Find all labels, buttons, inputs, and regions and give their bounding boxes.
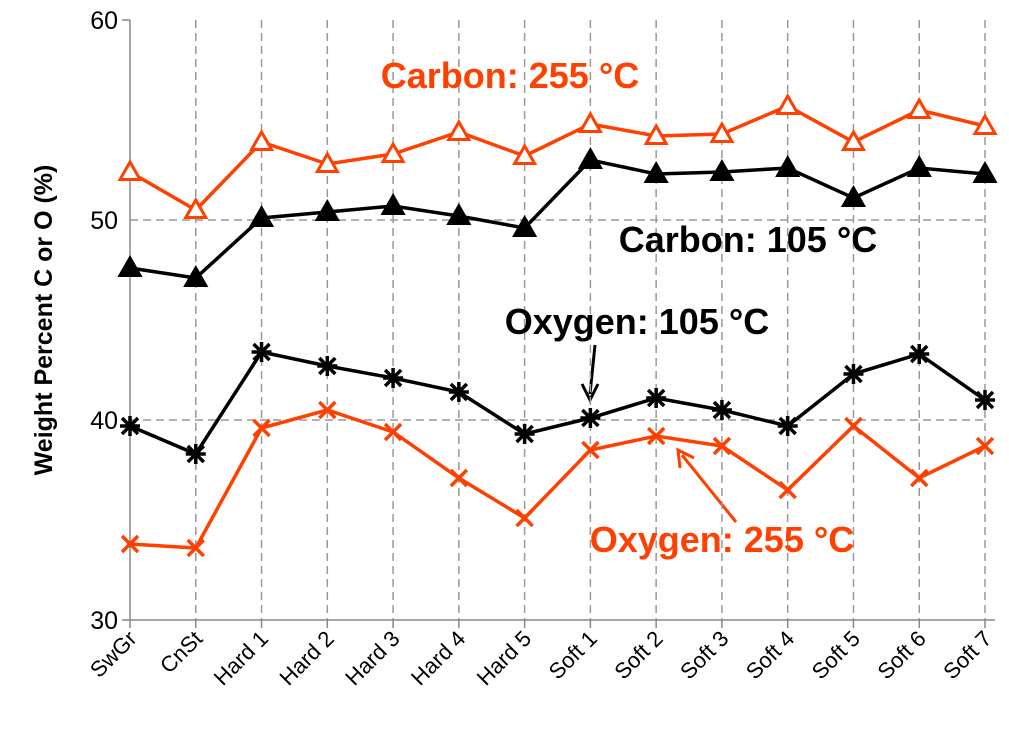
marker [380, 192, 406, 215]
x-tick-label: CnSt [155, 626, 207, 678]
marker [251, 342, 272, 362]
marker [646, 388, 667, 408]
x-tick-label: Soft 1 [544, 626, 602, 684]
series-line [129, 104, 986, 213]
series-line [129, 408, 986, 550]
marker [775, 154, 801, 177]
marker [317, 356, 338, 376]
marker [512, 142, 538, 165]
y-tick-label: 30 [90, 607, 118, 635]
marker [183, 264, 209, 287]
marker [117, 254, 143, 277]
marker [906, 154, 932, 177]
series-label: Carbon: 105 °C [619, 219, 877, 260]
marker [446, 118, 472, 141]
marker [646, 426, 666, 446]
series-label: Oxygen: 105 °C [505, 301, 770, 342]
marker [314, 198, 340, 221]
x-tick-label: Soft 6 [872, 626, 930, 684]
marker [711, 400, 732, 420]
marker [577, 146, 603, 169]
marker [383, 368, 404, 388]
marker [120, 534, 140, 554]
marker [446, 202, 472, 225]
marker [581, 440, 600, 460]
series-line [129, 350, 987, 457]
marker [972, 160, 998, 183]
marker [449, 468, 469, 488]
x-tick-label: Hard 1 [209, 626, 273, 690]
series-line [129, 158, 986, 280]
marker [972, 112, 998, 135]
x-tick-label: Soft 3 [675, 626, 733, 684]
marker [906, 96, 932, 119]
marker [314, 150, 340, 173]
series-label: Carbon: 255 °C [381, 55, 639, 96]
marker [777, 416, 798, 436]
marker [248, 204, 275, 227]
y-axis-label: Weight Percent C or O (%) [30, 165, 58, 476]
marker [318, 400, 337, 420]
marker [909, 468, 929, 488]
marker [843, 364, 864, 384]
marker [515, 508, 534, 528]
marker [252, 418, 271, 438]
marker [248, 128, 275, 151]
marker [383, 422, 403, 442]
marker [448, 382, 469, 402]
x-tick-label: Soft 4 [741, 626, 799, 684]
y-tick-label: 40 [90, 407, 118, 435]
marker [844, 416, 863, 436]
marker [183, 196, 209, 219]
arrow [680, 454, 738, 523]
marker [514, 424, 535, 444]
marker [580, 408, 601, 428]
marker [120, 416, 140, 436]
marker [380, 140, 406, 163]
x-tick-label: Soft 7 [938, 626, 996, 684]
marker [975, 436, 995, 456]
marker [117, 158, 143, 181]
x-tick-label: Hard 4 [406, 626, 470, 690]
arrow-head [676, 447, 695, 469]
marker [577, 110, 603, 133]
x-tick-label: Soft 2 [609, 626, 667, 684]
marker [643, 160, 669, 183]
marker [840, 128, 867, 151]
marker [909, 344, 930, 364]
marker [643, 122, 669, 145]
y-tick-label: 60 [90, 7, 118, 35]
marker [709, 120, 735, 143]
marker [709, 158, 735, 181]
x-tick-label: Hard 5 [472, 626, 536, 690]
y-tick-label: 50 [90, 207, 118, 235]
series-label: Oxygen: 255 °C [590, 519, 855, 560]
marker [185, 444, 206, 464]
x-tick-label: Hard 3 [340, 626, 404, 690]
marker [975, 390, 995, 410]
marker [775, 92, 801, 115]
marker [712, 436, 732, 456]
marker [512, 214, 538, 237]
marker [840, 184, 867, 207]
marker [778, 480, 797, 500]
x-tick-label: Hard 2 [274, 626, 338, 690]
x-tick-label: Soft 5 [807, 626, 865, 684]
marker [186, 538, 206, 558]
